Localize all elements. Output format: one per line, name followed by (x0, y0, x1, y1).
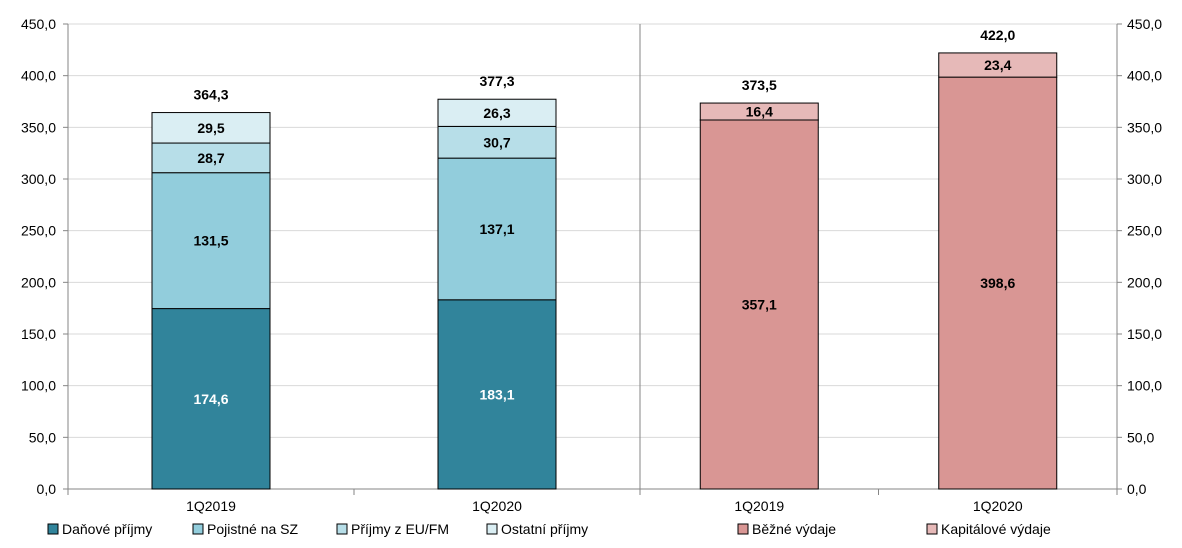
data-label: 398,6 (980, 275, 1015, 291)
data-label: 29,5 (197, 120, 224, 136)
data-label: 28,7 (197, 150, 224, 166)
y-tick-label-right: 50,0 (1127, 429, 1154, 445)
data-label: 137,1 (479, 221, 514, 237)
legend-swatch (336, 523, 348, 535)
legend-swatch (737, 523, 749, 535)
x-tick-label: 1Q2019 (734, 498, 784, 514)
y-tick-label-right: 200,0 (1127, 274, 1162, 290)
legend-swatch (47, 523, 59, 535)
y-tick-label-right: 150,0 (1127, 326, 1162, 342)
total-label: 377,3 (479, 73, 514, 89)
bar-segment (437, 299, 557, 490)
bar-segment (151, 308, 271, 490)
data-label: 174,6 (193, 391, 228, 407)
data-label: 183,1 (479, 386, 514, 402)
bar-segment (151, 112, 271, 144)
legend-swatch (926, 523, 938, 535)
x-tick-label: 1Q2019 (186, 498, 236, 514)
legend-label: Ostatní příjmy (501, 521, 588, 537)
y-tick-label-left: 350,0 (21, 119, 56, 135)
total-label: 364,3 (193, 87, 228, 103)
x-tick-label: 1Q2020 (472, 498, 522, 514)
bar-segment (938, 52, 1058, 78)
legend-label: Pojistné na SZ (207, 521, 298, 537)
data-labels: 174,6 131,5 28,7 29,5 364,3 183,1 137,1 30,7 26,… (193, 27, 1015, 407)
y-tick-label-left: 450,0 (21, 16, 56, 32)
bar-segment (151, 172, 271, 310)
data-label: 26,3 (483, 105, 510, 121)
legend: Daňové příjmy Pojistné na SZ Příjmy z EU/F… (47, 521, 1051, 537)
bars (151, 52, 1058, 490)
data-label: 357,1 (742, 296, 777, 312)
y-tick-label-left: 400,0 (21, 68, 56, 84)
y-tick-label-left: 150,0 (21, 326, 56, 342)
bar-segment (151, 142, 271, 174)
y-tick-label-right: 400,0 (1127, 68, 1162, 84)
data-label: 16,4 (746, 104, 773, 120)
bar-segment (699, 119, 819, 490)
bar-segment (437, 157, 557, 301)
total-label: 422,0 (980, 27, 1015, 43)
y-tick-label-left: 100,0 (21, 378, 56, 394)
y-tick-label-right: 450,0 (1127, 16, 1162, 32)
total-label: 373,5 (742, 77, 777, 93)
legend-swatch (192, 523, 204, 535)
y-tick-label-right: 300,0 (1127, 171, 1162, 187)
y-tick-label-left: 50,0 (29, 429, 56, 445)
y-tick-label-right: 0,0 (1127, 481, 1147, 497)
data-label: 131,5 (193, 233, 228, 249)
y-tick-label-right: 350,0 (1127, 119, 1162, 135)
data-label: 30,7 (483, 134, 510, 150)
data-label: 23,4 (984, 57, 1011, 73)
bar-segment (938, 76, 1058, 490)
y-tick-label-right: 250,0 (1127, 223, 1162, 239)
legend-label: Kapitálové výdaje (941, 521, 1051, 537)
bar-segment (699, 102, 819, 121)
legend-label: Daňové příjmy (62, 521, 152, 537)
legend-swatch (486, 523, 498, 535)
x-tick-label: 1Q2020 (973, 498, 1023, 514)
y-tick-label-right: 100,0 (1127, 378, 1162, 394)
y-tick-label-left: 250,0 (21, 223, 56, 239)
bar-segment (437, 98, 557, 127)
y-tick-label-left: 0,0 (37, 481, 57, 497)
axes: 0,0 0,0 50,0 50,0 100,0 100,0 150,0 150,0 200,0 2… (21, 16, 1162, 514)
legend-label: Příjmy z EU/FM (351, 521, 449, 537)
y-tick-label-left: 300,0 (21, 171, 56, 187)
y-tick-label-left: 200,0 (21, 274, 56, 290)
legend-label: Běžné výdaje (752, 521, 836, 537)
